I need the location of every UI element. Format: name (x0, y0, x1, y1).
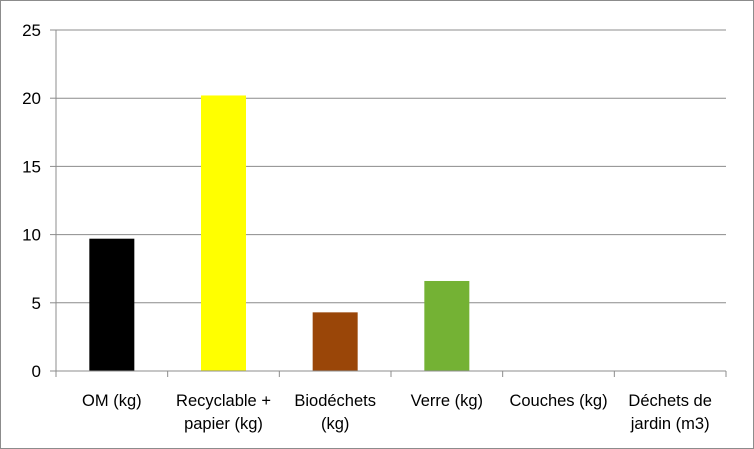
bar-2 (312, 312, 358, 371)
bar-1 (201, 95, 246, 372)
y-tick-label: 20 (22, 89, 41, 108)
x-category-label: Déchets de (628, 392, 711, 410)
x-category-label: OM (kg) (82, 392, 142, 410)
x-category-label: Couches (kg) (509, 392, 607, 410)
y-tick-label: 5 (32, 294, 41, 313)
y-tick-label: 15 (22, 157, 41, 176)
x-category-label: (kg) (321, 415, 349, 433)
x-category-label: jardin (m3) (630, 415, 710, 433)
y-tick-label: 0 (32, 362, 41, 381)
x-category-label: Verre (kg) (411, 392, 483, 410)
bar-0 (89, 238, 135, 371)
x-category-label: Recyclable + (176, 392, 271, 410)
x-category-label: Biodéchets (294, 392, 376, 410)
bar-3 (424, 280, 470, 371)
y-tick-label: 25 (22, 21, 41, 40)
y-tick-label: 10 (22, 226, 41, 245)
x-category-label: papier (kg) (184, 415, 263, 433)
